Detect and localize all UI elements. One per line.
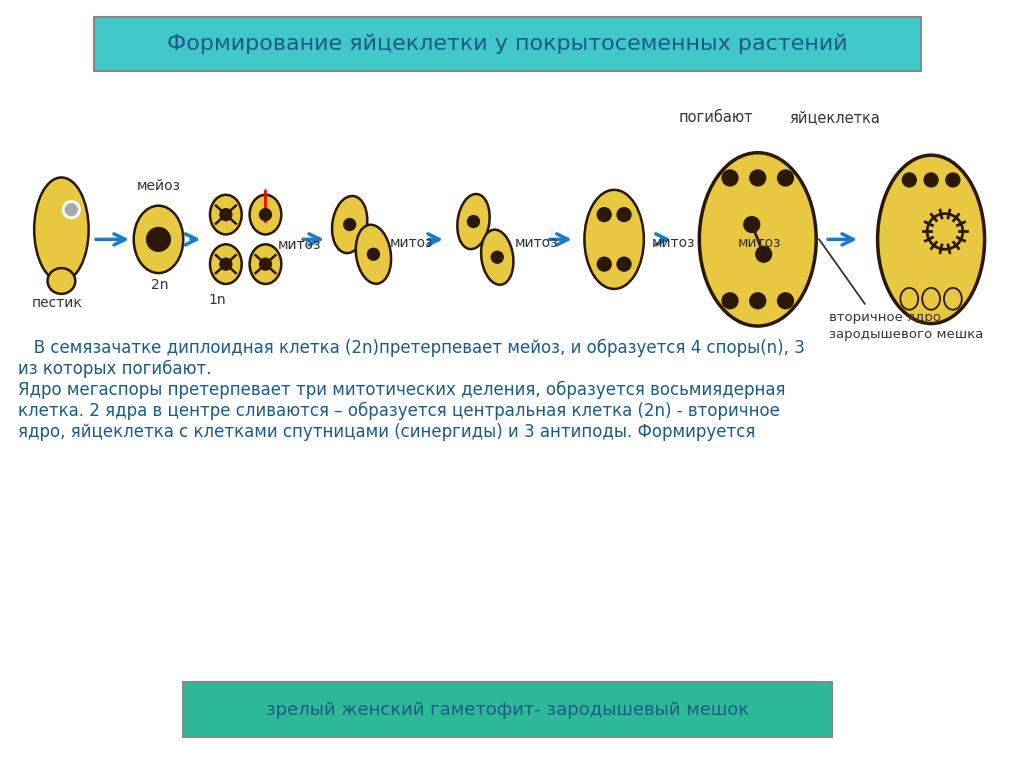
Circle shape	[743, 217, 760, 233]
Circle shape	[722, 170, 738, 186]
Text: Формирование яйцеклетки у покрытосеменных растений: Формирование яйцеклетки у покрытосеменны…	[167, 34, 848, 55]
Circle shape	[777, 293, 794, 309]
Ellipse shape	[134, 206, 183, 273]
Circle shape	[66, 204, 77, 216]
Text: митоз: митоз	[389, 237, 433, 250]
Ellipse shape	[481, 230, 513, 285]
Ellipse shape	[699, 153, 816, 326]
FancyBboxPatch shape	[94, 17, 922, 71]
Text: вторичное ядро: вторичное ядро	[829, 310, 941, 323]
Ellipse shape	[944, 288, 962, 310]
FancyBboxPatch shape	[183, 682, 833, 737]
Text: митоз: митоз	[278, 238, 321, 252]
Circle shape	[220, 258, 231, 270]
Circle shape	[468, 216, 479, 227]
Circle shape	[617, 207, 631, 221]
Circle shape	[756, 247, 772, 262]
Ellipse shape	[34, 177, 89, 282]
Circle shape	[617, 257, 631, 271]
Text: 2n: 2n	[151, 278, 168, 292]
Text: зрелый женский гаметофит- зародышевый мешок: зрелый женский гаметофит- зародышевый ме…	[265, 701, 749, 719]
Circle shape	[722, 293, 738, 309]
Circle shape	[925, 173, 938, 187]
Text: яйцеклетка: яйцеклетка	[790, 111, 881, 125]
Text: 1n: 1n	[208, 293, 225, 306]
Ellipse shape	[250, 195, 282, 234]
Text: митоз: митоз	[651, 237, 695, 250]
Circle shape	[220, 209, 231, 220]
Circle shape	[368, 248, 379, 260]
Circle shape	[777, 170, 794, 186]
Ellipse shape	[878, 155, 985, 323]
Circle shape	[902, 173, 916, 187]
Ellipse shape	[458, 194, 489, 249]
Ellipse shape	[47, 268, 76, 294]
Circle shape	[344, 219, 355, 230]
Ellipse shape	[355, 225, 391, 283]
Circle shape	[597, 257, 611, 271]
Text: пестик: пестик	[32, 296, 83, 310]
Circle shape	[259, 209, 271, 220]
Circle shape	[492, 251, 503, 263]
Ellipse shape	[923, 288, 940, 310]
Circle shape	[750, 170, 766, 186]
Ellipse shape	[585, 190, 644, 289]
Circle shape	[946, 173, 959, 187]
Text: митоз: митоз	[738, 237, 781, 250]
Ellipse shape	[900, 288, 919, 310]
Ellipse shape	[210, 195, 242, 234]
Text: мейоз: мейоз	[136, 179, 180, 193]
Circle shape	[750, 293, 766, 309]
Ellipse shape	[332, 196, 368, 253]
Circle shape	[927, 214, 963, 250]
Circle shape	[597, 207, 611, 221]
Ellipse shape	[210, 244, 242, 284]
Circle shape	[259, 258, 271, 270]
Circle shape	[146, 227, 170, 251]
Circle shape	[62, 200, 80, 219]
Text: погибают: погибают	[679, 111, 753, 125]
Ellipse shape	[250, 244, 282, 284]
Text: зародышевого мешка: зародышевого мешка	[829, 329, 983, 342]
Text: В семязачатке диплоидная клетка (2n)претерпевает мейоз, и образуется 4 споры(n),: В семязачатке диплоидная клетка (2n)прет…	[17, 339, 805, 441]
Text: митоз: митоз	[515, 237, 558, 250]
Bar	[53, 231, 70, 279]
